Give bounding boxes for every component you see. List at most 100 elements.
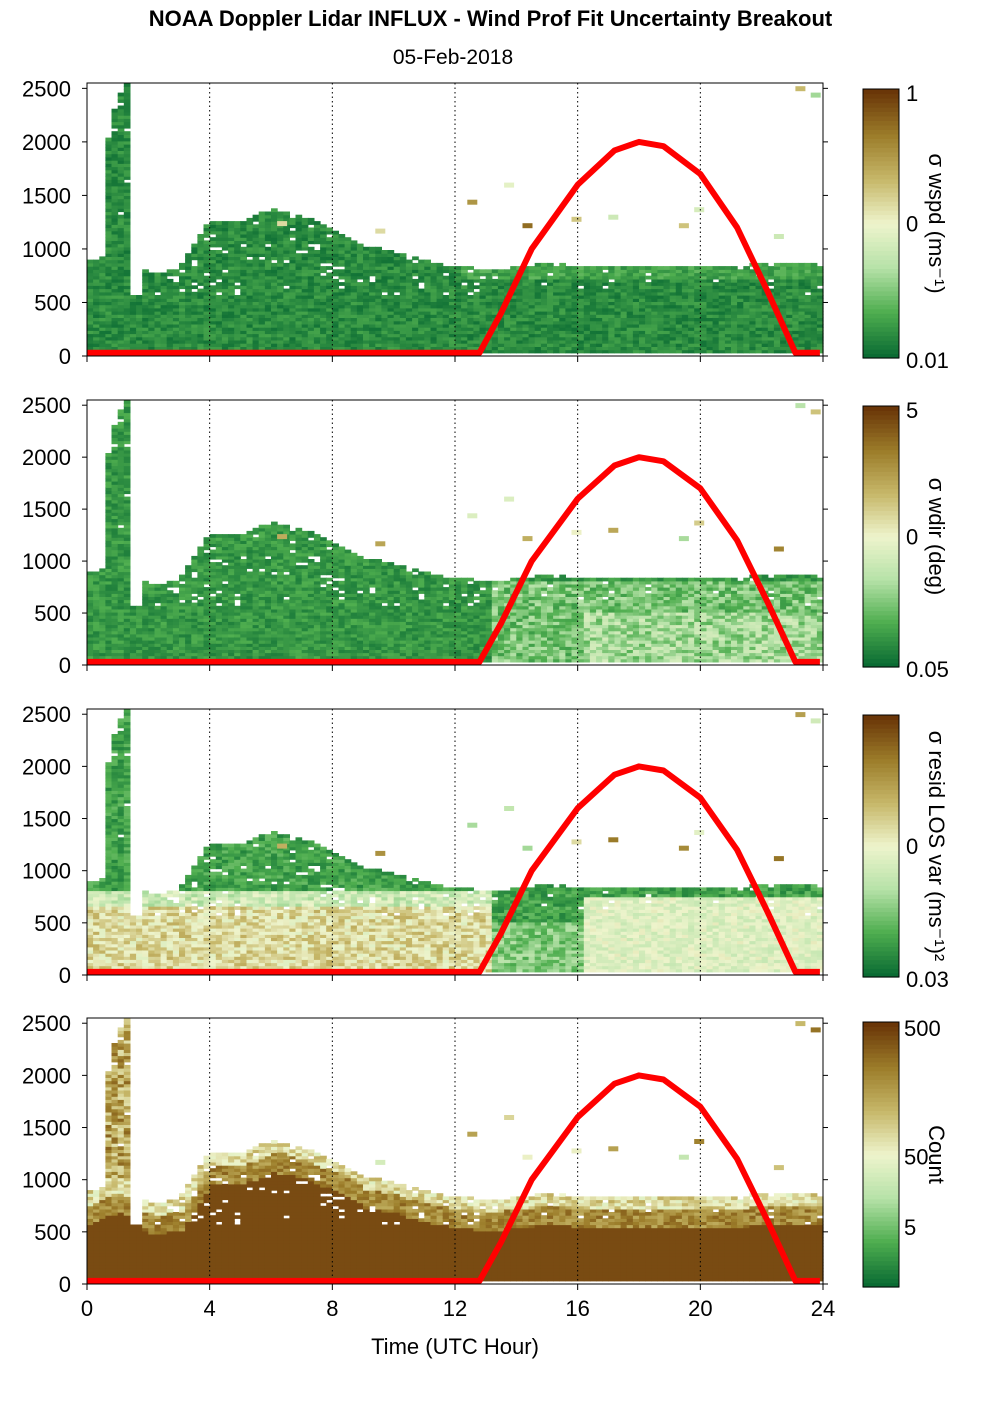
heatmap-cell xyxy=(577,295,585,299)
heatmap-cell xyxy=(111,182,119,187)
heatmap-cell xyxy=(571,349,579,354)
heatmap-cell xyxy=(271,246,278,251)
heatmap-cell xyxy=(172,285,180,290)
heatmap-cell xyxy=(289,291,297,296)
heatmap-cell xyxy=(485,285,493,290)
heatmap-cell xyxy=(510,320,517,325)
heatmap-cell xyxy=(215,605,223,610)
heatmap-cell xyxy=(375,266,382,270)
heatmap-cell xyxy=(614,269,622,274)
heatmap-cell xyxy=(706,327,714,331)
heatmap-cell xyxy=(215,583,223,588)
heatmap-cell xyxy=(504,311,511,315)
heatmap-cell xyxy=(123,95,131,100)
heatmap-cell xyxy=(497,275,505,280)
heatmap-cell xyxy=(179,304,186,309)
heatmap-cell xyxy=(203,605,211,610)
heatmap-cell xyxy=(87,621,94,626)
heatmap-cell xyxy=(694,317,701,322)
heatmap-cell xyxy=(553,339,560,344)
heatmap-cell xyxy=(240,346,247,351)
heatmap-cell xyxy=(99,327,106,331)
heatmap-cell xyxy=(786,307,793,312)
heatmap-cell xyxy=(792,295,799,299)
colorbar-swatch xyxy=(863,178,899,184)
heatmap-cell xyxy=(117,198,125,203)
heatmap-cell xyxy=(240,227,247,232)
heatmap-cell xyxy=(228,633,235,638)
heatmap-cell xyxy=(307,307,315,312)
heatmap-cell xyxy=(639,272,646,277)
heatmap-cell xyxy=(221,636,229,641)
heatmap-cell xyxy=(565,333,573,338)
heatmap-cell xyxy=(583,272,591,277)
colorbar-swatch xyxy=(863,124,899,130)
heatmap-cell xyxy=(522,298,530,302)
heatmap-cell xyxy=(700,291,707,296)
heatmap-cell xyxy=(681,346,689,351)
heatmap-cell xyxy=(209,330,217,335)
heatmap-cell xyxy=(289,327,297,331)
heatmap-cell xyxy=(209,304,217,309)
heatmap-cell xyxy=(516,301,523,306)
heatmap-cell xyxy=(160,304,168,309)
heatmap-cell xyxy=(320,339,327,344)
heatmap-cell xyxy=(258,574,266,579)
heatmap-cell xyxy=(381,278,389,283)
heatmap-cell xyxy=(87,624,94,629)
heatmap-cell xyxy=(129,336,137,341)
heatmap-cell xyxy=(681,266,689,270)
heatmap-cell xyxy=(718,282,726,286)
heatmap-cell xyxy=(179,330,186,335)
heatmap-cell xyxy=(240,640,247,644)
heatmap-cell xyxy=(246,574,254,579)
heatmap-cell xyxy=(215,234,223,238)
heatmap-cell xyxy=(221,304,229,309)
heatmap-cell xyxy=(136,346,143,351)
heatmap-cell xyxy=(381,327,389,331)
heatmap-cell xyxy=(215,537,223,541)
heatmap-cell xyxy=(810,282,818,286)
heatmap-cell xyxy=(123,144,131,148)
heatmap-cell xyxy=(418,343,425,347)
heatmap-cell xyxy=(123,189,131,193)
heatmap-cell xyxy=(645,346,652,351)
heatmap-cell xyxy=(228,230,235,235)
heatmap-cell xyxy=(301,269,309,274)
heatmap-cell xyxy=(350,240,358,245)
heatmap-cell xyxy=(179,593,186,597)
heatmap-cell xyxy=(264,343,272,347)
heatmap-cell xyxy=(123,327,131,331)
heatmap-cell xyxy=(264,327,272,331)
heatmap-cell xyxy=(350,330,358,335)
heatmap-cell xyxy=(142,590,149,594)
heatmap-cell xyxy=(363,259,370,264)
heatmap-cell xyxy=(663,269,671,274)
heatmap-cell xyxy=(191,330,198,335)
heatmap-cell xyxy=(123,549,131,554)
heatmap-cell xyxy=(363,343,370,347)
heatmap-cell xyxy=(497,349,505,354)
heatmap-cell xyxy=(418,333,425,338)
heatmap-cell xyxy=(87,574,94,579)
heatmap-cell xyxy=(228,343,235,347)
heatmap-cell xyxy=(657,336,665,341)
heatmap-cell xyxy=(271,269,278,274)
heatmap-cell xyxy=(111,571,119,576)
heatmap-cell xyxy=(228,565,235,569)
heatmap-cell xyxy=(172,624,180,629)
heatmap-cell xyxy=(117,195,125,200)
heatmap-cell xyxy=(424,336,431,341)
heatmap-cell xyxy=(197,640,205,644)
heatmap-cell xyxy=(528,295,536,299)
heatmap-cell xyxy=(307,221,315,225)
heatmap-cell xyxy=(215,336,223,341)
heatmap-cell xyxy=(424,275,431,280)
heatmap-cell xyxy=(172,612,180,616)
heatmap-cell xyxy=(381,336,389,341)
heatmap-cell xyxy=(221,652,229,657)
heatmap-cell xyxy=(129,655,137,660)
heatmap-cell xyxy=(123,163,131,168)
heatmap-cell xyxy=(320,246,327,251)
heatmap-cell xyxy=(252,527,260,532)
